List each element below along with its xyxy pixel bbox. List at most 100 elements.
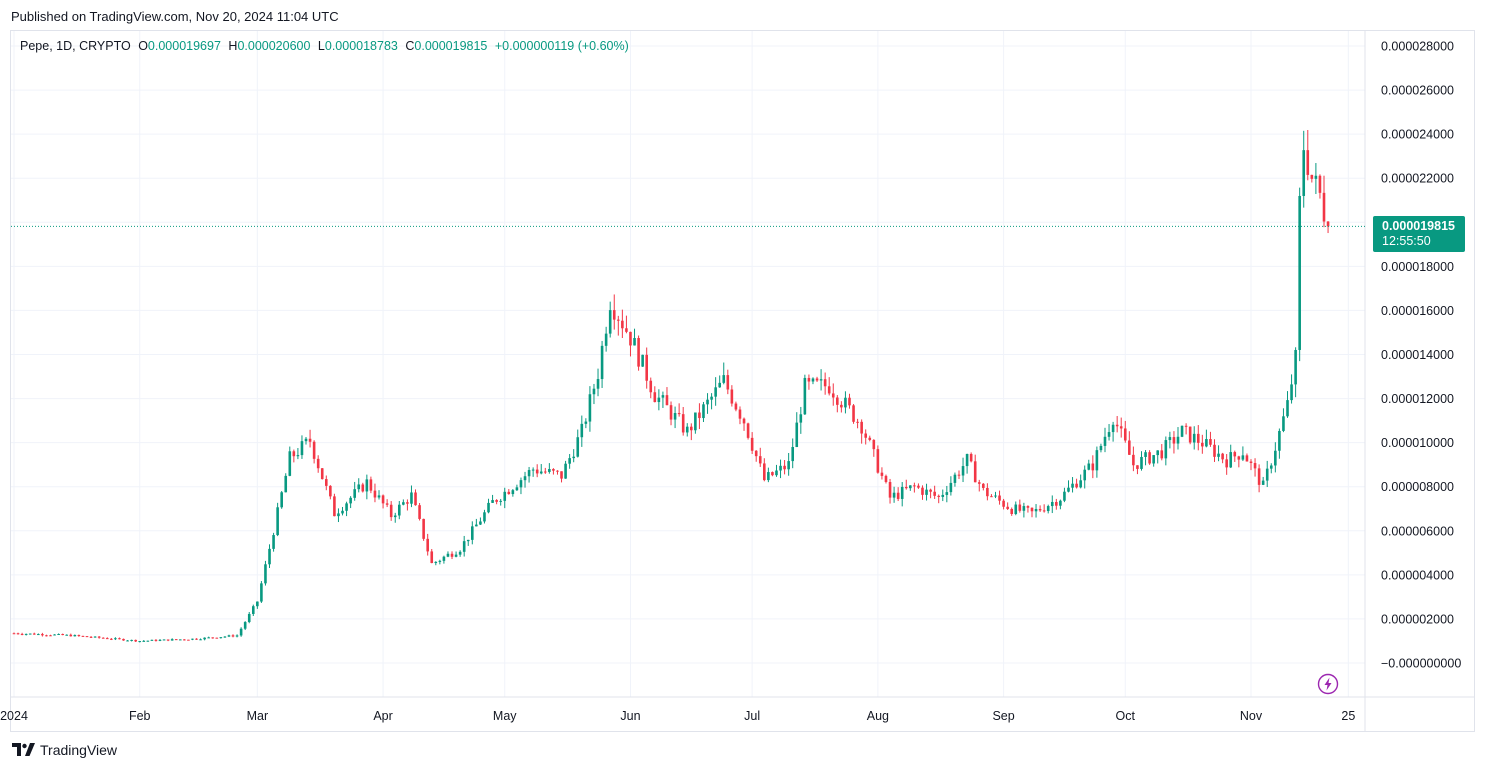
candle-body	[462, 541, 466, 552]
legend-open-value: 0.000019697	[147, 39, 221, 53]
candle-body	[138, 641, 142, 643]
candle-body	[16, 633, 20, 635]
candle-body	[1014, 504, 1018, 515]
candle-body	[1042, 510, 1046, 512]
brand-name: TradingView	[40, 742, 118, 758]
candle-body	[470, 526, 474, 540]
candle-body	[53, 634, 56, 636]
lightning-icon[interactable]	[1317, 673, 1339, 695]
ohlc-legend: Pepe, 1D, CRYPTO O0.000019697 H0.0000206…	[20, 39, 633, 53]
candle-body	[698, 412, 701, 419]
candle-body	[12, 633, 16, 635]
candle-body	[852, 405, 855, 422]
candle-body	[195, 638, 198, 640]
y-tick-label: 0.000002000	[1381, 612, 1454, 626]
candle-body	[580, 423, 584, 438]
candle-body	[1026, 506, 1030, 508]
candle-body	[1168, 437, 1172, 441]
candle-body	[146, 640, 150, 642]
candle-body	[215, 637, 219, 639]
candle-body	[256, 601, 259, 607]
candle-body	[795, 422, 799, 448]
candle-body	[397, 504, 401, 516]
candle-body	[247, 613, 251, 623]
candle-body	[1290, 384, 1293, 401]
candle-body	[260, 583, 263, 602]
y-tick-label: 0.000016000	[1381, 304, 1454, 318]
candle-body	[1067, 487, 1070, 492]
candle-body	[1213, 444, 1216, 457]
y-tick-label: 0.000026000	[1381, 84, 1454, 98]
chart-frame	[10, 30, 1475, 732]
candle-body	[661, 395, 665, 398]
candle-body	[203, 637, 206, 640]
tradingview-logo[interactable]: TradingView	[12, 742, 117, 758]
candle-body	[710, 396, 713, 400]
candle-body	[909, 485, 912, 489]
candle-body	[864, 433, 868, 438]
candle-body	[207, 637, 210, 639]
candle-body	[199, 639, 202, 641]
candle-body	[292, 451, 296, 457]
candle-body	[1209, 439, 1212, 445]
candle-body	[604, 333, 608, 346]
candle-body	[860, 421, 863, 434]
legend-low-label: L	[317, 39, 325, 53]
candle-body	[1302, 150, 1306, 196]
candle-body	[791, 447, 795, 462]
candle-body	[402, 502, 405, 505]
candle-body	[706, 399, 709, 405]
candle-body	[982, 483, 985, 488]
legend-close-value: 0.000019815	[414, 39, 488, 53]
candle-body	[1225, 459, 1228, 468]
candle-body	[1107, 432, 1111, 437]
candle-body	[1083, 469, 1087, 481]
candle-body	[681, 414, 685, 433]
candle-body	[913, 485, 916, 487]
last-price-tag: 0.000019815 12:55:50	[1373, 216, 1465, 252]
candle-body	[953, 474, 957, 483]
candle-body	[1241, 455, 1245, 460]
candle-body	[434, 561, 438, 564]
candle-body	[369, 479, 373, 491]
candle-body	[1152, 455, 1155, 464]
candle-body	[268, 548, 271, 565]
candle-body	[438, 560, 442, 562]
candle-body	[227, 635, 231, 637]
candle-body	[665, 395, 669, 406]
candle-body	[239, 628, 243, 636]
candle-body	[28, 633, 32, 635]
candle-body	[1071, 483, 1074, 488]
y-tick-label: 0.000012000	[1381, 392, 1454, 406]
candle-body	[308, 438, 312, 442]
legend-change: +0.000000119 (+0.60%)	[494, 39, 629, 53]
candle-body	[329, 485, 332, 497]
candle-body	[965, 453, 969, 467]
candle-body	[418, 505, 421, 519]
candle-body	[1172, 437, 1176, 444]
candle-body	[296, 455, 300, 457]
candle-body	[722, 375, 726, 383]
candle-body	[848, 397, 851, 406]
candle-body	[73, 635, 77, 637]
candle-body	[856, 421, 859, 423]
candle-body	[32, 633, 36, 635]
candle-body	[300, 441, 304, 456]
candle-body	[588, 394, 592, 422]
candle-body	[154, 639, 158, 641]
candle-body	[568, 458, 571, 464]
candle-body	[1144, 452, 1147, 457]
candle-body	[872, 439, 876, 450]
candle-body	[491, 500, 494, 503]
candle-body	[560, 471, 563, 479]
candle-body	[718, 382, 721, 388]
candle-body	[888, 482, 892, 498]
candle-body	[1265, 468, 1269, 481]
candle-body	[81, 635, 85, 637]
candle-body	[495, 500, 498, 502]
candle-body	[690, 426, 693, 431]
candle-body	[1002, 500, 1005, 507]
candle-body	[1326, 221, 1330, 227]
candle-body	[1314, 175, 1318, 179]
